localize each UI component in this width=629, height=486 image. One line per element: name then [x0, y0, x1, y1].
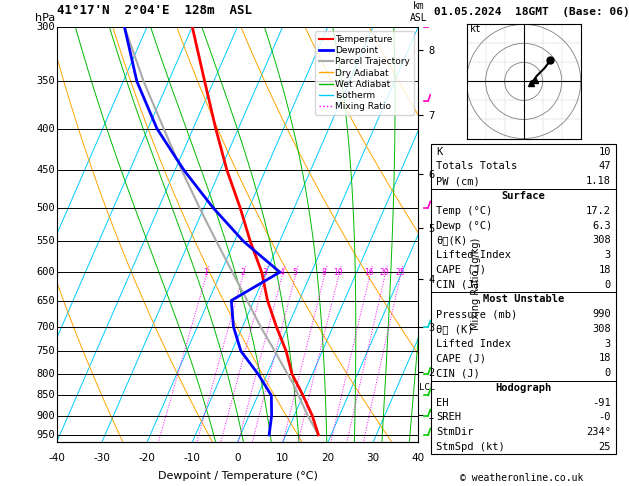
Text: 308: 308 [592, 235, 611, 245]
Text: Lifted Index: Lifted Index [437, 339, 511, 348]
Text: km
ASL: km ASL [409, 1, 427, 22]
Text: 400: 400 [36, 123, 55, 134]
Text: 01.05.2024  18GMT  (Base: 06): 01.05.2024 18GMT (Base: 06) [433, 7, 629, 17]
Text: 3: 3 [263, 268, 268, 277]
Text: 4: 4 [279, 268, 284, 277]
Text: -10: -10 [184, 452, 201, 463]
Text: StmDir: StmDir [437, 427, 474, 437]
Text: 40: 40 [412, 452, 425, 463]
Text: 6.3: 6.3 [592, 221, 611, 230]
Text: hPa: hPa [35, 13, 55, 22]
Text: 950: 950 [36, 430, 55, 440]
Text: 300: 300 [36, 22, 55, 32]
Text: 20: 20 [380, 268, 389, 277]
Text: 25: 25 [598, 442, 611, 452]
Text: 18: 18 [598, 353, 611, 364]
Text: 700: 700 [36, 322, 55, 332]
Text: Dewp (°C): Dewp (°C) [437, 221, 493, 230]
Text: 20: 20 [321, 452, 335, 463]
Text: 47: 47 [598, 161, 611, 172]
Text: 600: 600 [36, 267, 55, 277]
Text: 550: 550 [36, 236, 55, 246]
Text: -30: -30 [93, 452, 110, 463]
Text: Mixing Ratio (g/kg): Mixing Ratio (g/kg) [471, 238, 481, 330]
Text: Surface: Surface [502, 191, 545, 201]
Text: kt: kt [470, 24, 482, 34]
Text: 990: 990 [592, 309, 611, 319]
Text: PW (cm): PW (cm) [437, 176, 480, 186]
Text: 500: 500 [36, 203, 55, 212]
Text: 650: 650 [36, 295, 55, 306]
Text: Most Unstable: Most Unstable [483, 295, 564, 304]
Text: 1.18: 1.18 [586, 176, 611, 186]
Text: 350: 350 [36, 76, 55, 87]
Text: 18: 18 [598, 265, 611, 275]
Text: Temp (°C): Temp (°C) [437, 206, 493, 216]
Text: LCL: LCL [419, 382, 435, 392]
Text: Totals Totals: Totals Totals [437, 161, 518, 172]
Text: 25: 25 [396, 268, 405, 277]
Text: SREH: SREH [437, 413, 462, 422]
Text: 1: 1 [204, 268, 208, 277]
Text: 30: 30 [367, 452, 380, 463]
Text: 750: 750 [36, 346, 55, 356]
Legend: Temperature, Dewpoint, Parcel Trajectory, Dry Adiabat, Wet Adiabat, Isotherm, Mi: Temperature, Dewpoint, Parcel Trajectory… [315, 31, 414, 115]
Text: CIN (J): CIN (J) [437, 279, 480, 290]
Text: -40: -40 [48, 452, 65, 463]
Text: -20: -20 [138, 452, 155, 463]
Text: 308: 308 [592, 324, 611, 334]
Text: © weatheronline.co.uk: © weatheronline.co.uk [460, 473, 584, 483]
Text: Lifted Index: Lifted Index [437, 250, 511, 260]
Text: 0: 0 [604, 279, 611, 290]
Text: 234°: 234° [586, 427, 611, 437]
Text: 0: 0 [604, 368, 611, 378]
Text: 0: 0 [234, 452, 241, 463]
Text: 16: 16 [365, 268, 374, 277]
Text: 450: 450 [36, 165, 55, 175]
Text: θᴄ(K): θᴄ(K) [437, 235, 468, 245]
Text: 850: 850 [36, 390, 55, 400]
Text: Hodograph: Hodograph [496, 383, 552, 393]
Text: -0: -0 [598, 413, 611, 422]
Text: -91: -91 [592, 398, 611, 408]
Text: 3: 3 [604, 339, 611, 348]
Text: 10: 10 [276, 452, 289, 463]
Text: 10: 10 [598, 147, 611, 156]
Text: Pressure (mb): Pressure (mb) [437, 309, 518, 319]
Text: 8: 8 [322, 268, 326, 277]
Text: θᴄ (K): θᴄ (K) [437, 324, 474, 334]
Text: K: K [437, 147, 443, 156]
Text: CAPE (J): CAPE (J) [437, 353, 486, 364]
Text: 800: 800 [36, 369, 55, 379]
Text: 10: 10 [333, 268, 343, 277]
Text: 17.2: 17.2 [586, 206, 611, 216]
Text: EH: EH [437, 398, 449, 408]
Text: 41°17'N  2°04'E  128m  ASL: 41°17'N 2°04'E 128m ASL [57, 4, 252, 17]
Text: CAPE (J): CAPE (J) [437, 265, 486, 275]
Text: 900: 900 [36, 411, 55, 421]
Text: StmSpd (kt): StmSpd (kt) [437, 442, 505, 452]
Text: 2: 2 [240, 268, 245, 277]
Text: Dewpoint / Temperature (°C): Dewpoint / Temperature (°C) [157, 471, 318, 481]
Text: 3: 3 [604, 250, 611, 260]
Text: 5: 5 [292, 268, 298, 277]
Text: CIN (J): CIN (J) [437, 368, 480, 378]
